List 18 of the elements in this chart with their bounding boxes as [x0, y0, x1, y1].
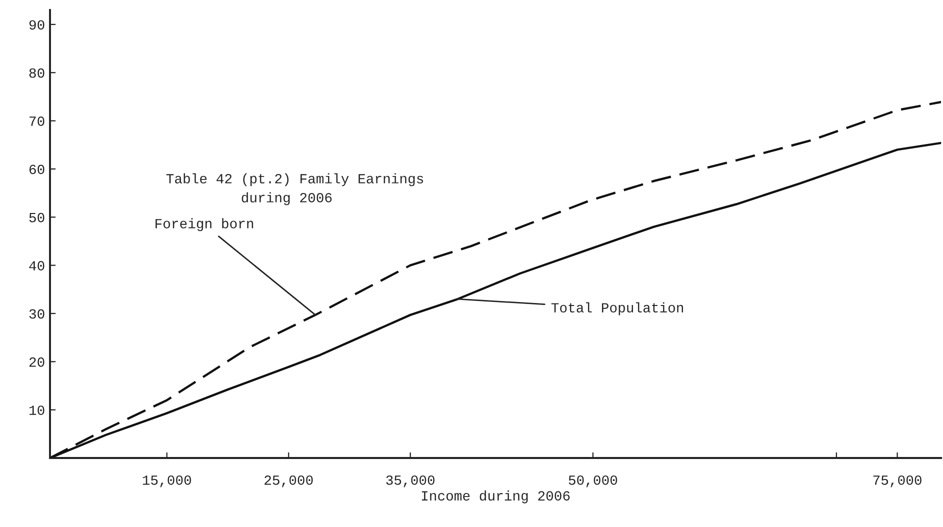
- x-tick-label: 75,000: [873, 475, 922, 488]
- y-tick-label: 50: [29, 212, 44, 222]
- y-tick-label: 20: [29, 357, 44, 367]
- annotation: Foreign born: [156, 218, 254, 232]
- x-tick-label: 35,000: [386, 475, 434, 488]
- x-tick-label: 15,000: [142, 475, 192, 488]
- x-tick-label: 50,000: [568, 475, 618, 488]
- y-tick-label: 80: [29, 68, 44, 78]
- y-tick-label: 60: [29, 164, 44, 174]
- y-tick-label: 40: [29, 261, 44, 270]
- annotation: Total Population: [551, 302, 684, 316]
- x-axis-title: Income during 2006: [422, 490, 570, 504]
- annotation: Table 42 (pt.2) Family Earnings during 2006: [166, 173, 424, 206]
- y-tick-label: 70: [30, 116, 44, 126]
- y-tick-label: 30: [29, 309, 44, 319]
- x-tick-label: 25,000: [264, 475, 313, 488]
- y-tick-label: 10: [29, 406, 44, 415]
- y-tick-label: 90: [29, 20, 44, 30]
